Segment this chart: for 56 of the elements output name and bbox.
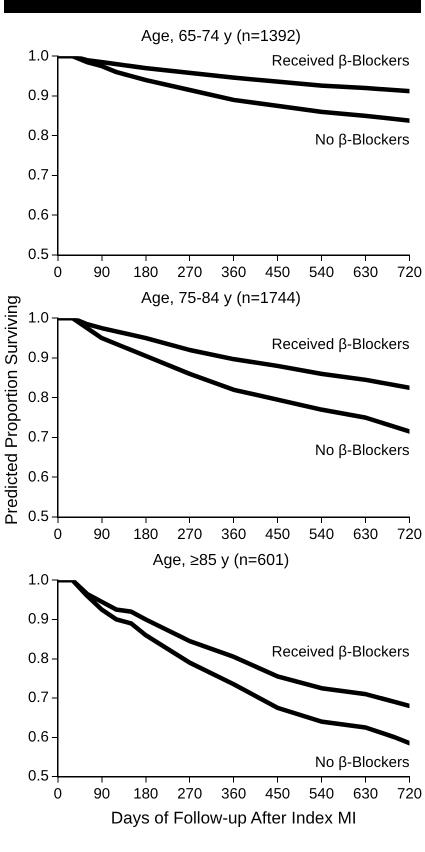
- y-tick-label: 1.0: [28, 571, 49, 588]
- x-tick-label: 720: [396, 264, 422, 282]
- x-tick-label: 360: [221, 526, 246, 544]
- y-tick-label: 1.0: [28, 47, 49, 64]
- y-tick-label: 0.9: [28, 87, 49, 104]
- x-tick-label: 90: [93, 786, 110, 803]
- x-tick-label: 720: [396, 786, 422, 803]
- y-axis-title: Predicted Proportion Surviving: [2, 295, 22, 525]
- series-label: No β-Blockers: [315, 754, 410, 771]
- chart-title: Age, 65-74 y (n=1392): [141, 28, 301, 46]
- x-tick-label: 270: [177, 786, 202, 803]
- x-tick-label: 630: [353, 264, 378, 282]
- y-tick-label: 0.5: [28, 768, 49, 785]
- series-label: Received β-Blockers: [272, 644, 410, 661]
- y-tick-label: 0.9: [28, 349, 49, 366]
- x-tick-label: 540: [309, 264, 334, 282]
- y-tick-label: 0.7: [28, 166, 49, 184]
- x-tick-label: 90: [93, 264, 110, 282]
- x-tick-label: 450: [265, 526, 290, 544]
- series-label: Received β-Blockers: [272, 52, 410, 70]
- series-label: No β-Blockers: [315, 131, 410, 148]
- x-tick-label: 630: [353, 786, 378, 803]
- y-tick-label: 0.5: [28, 246, 49, 264]
- x-tick-label: 270: [177, 264, 202, 282]
- y-tick-label: 0.7: [28, 428, 49, 446]
- y-tick-label: 0.8: [28, 650, 49, 667]
- chart-title: Age, ≥85 y (n=601): [152, 552, 290, 570]
- x-tick-label: 0: [54, 786, 62, 803]
- y-tick-label: 0.7: [28, 689, 49, 706]
- x-tick-label: 450: [265, 786, 290, 803]
- y-tick-label: 0.8: [28, 126, 49, 144]
- x-tick-label: 90: [93, 526, 110, 544]
- chart-title: Age, 75-84 y (n=1744): [141, 290, 301, 308]
- y-tick-label: 0.9: [28, 610, 49, 628]
- x-axis-title: Days of Follow-up After Index MI: [110, 808, 356, 828]
- x-tick-label: 540: [309, 786, 334, 803]
- y-tick-label: 0.5: [28, 508, 49, 526]
- x-tick-label: 630: [353, 526, 378, 544]
- series-label: Received β-Blockers: [272, 336, 410, 354]
- x-tick-label: 270: [177, 526, 202, 544]
- y-tick-label: 0.8: [28, 388, 49, 406]
- series-label: No β-Blockers: [315, 442, 410, 460]
- x-tick-label: 720: [396, 526, 422, 544]
- x-tick-label: 0: [54, 526, 62, 544]
- x-tick-label: 360: [221, 264, 246, 282]
- x-tick-label: 450: [265, 264, 290, 282]
- y-tick-label: 0.6: [28, 728, 49, 746]
- y-tick-label: 1.0: [28, 309, 49, 326]
- x-tick-label: 540: [309, 526, 334, 544]
- y-tick-label: 0.6: [28, 468, 49, 486]
- x-tick-label: 0: [54, 264, 62, 282]
- y-tick-label: 0.6: [28, 206, 49, 224]
- x-tick-label: 360: [221, 786, 246, 803]
- x-tick-label: 180: [133, 786, 158, 803]
- x-tick-label: 180: [133, 264, 158, 282]
- x-tick-label: 180: [133, 526, 158, 544]
